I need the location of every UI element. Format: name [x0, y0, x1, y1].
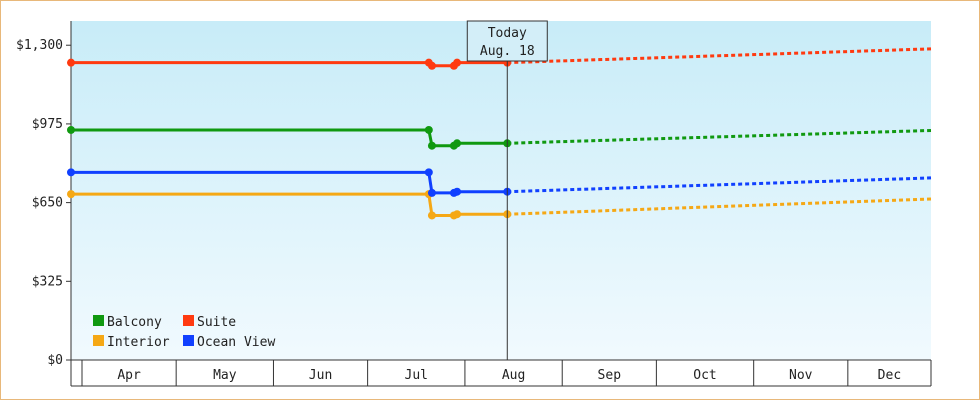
series-point — [427, 211, 436, 220]
x-tick-label: Oct — [693, 368, 716, 383]
series-line — [71, 61, 508, 68]
series-point — [424, 168, 433, 177]
x-tick-label: Nov — [789, 368, 813, 383]
series-point — [453, 139, 462, 148]
legend-label: Balcony — [107, 315, 162, 330]
legend-swatch — [183, 315, 194, 326]
series-point — [453, 58, 462, 67]
y-tick-label: $975 — [32, 117, 63, 132]
x-tick-label: Sep — [598, 368, 622, 383]
series-point — [427, 61, 436, 70]
series-line — [71, 128, 508, 148]
series-point — [67, 190, 75, 199]
y-tick-label: $1,300 — [16, 38, 63, 53]
today-label-line2: Aug. 18 — [480, 44, 535, 59]
legend-swatch — [93, 335, 104, 346]
y-tick-label: $650 — [32, 196, 63, 211]
series-point — [427, 141, 436, 150]
series-point — [424, 125, 433, 134]
x-tick-label: May — [213, 368, 237, 383]
x-tick-label: Jun — [309, 368, 332, 383]
x-tick-label: Dec — [878, 368, 901, 383]
x-tick-label: Aug — [502, 368, 525, 383]
today-label-line1: Today — [488, 26, 527, 41]
series-point — [67, 168, 75, 177]
legend-label: Interior — [107, 335, 170, 350]
series-forecast-line — [507, 197, 932, 216]
series-line — [71, 192, 508, 217]
series-point — [453, 187, 462, 196]
legend-label: Ocean View — [197, 335, 275, 350]
x-tick-label: Jul — [405, 368, 428, 383]
legend-swatch — [183, 335, 194, 346]
series-point — [67, 125, 75, 134]
series-forecast-line — [507, 128, 932, 145]
series-line — [71, 170, 508, 195]
series-point — [453, 210, 462, 219]
series-point — [67, 58, 75, 67]
y-tick-label: $325 — [32, 274, 63, 289]
x-tick-label: Apr — [117, 368, 141, 383]
series-forecast-line — [507, 47, 932, 65]
series-point — [427, 188, 436, 197]
legend-swatch — [93, 315, 104, 326]
y-tick-label: $0 — [47, 353, 63, 368]
today-label-box — [466, 20, 548, 62]
legend-label: Suite — [197, 315, 236, 330]
series-forecast-line — [507, 176, 932, 194]
